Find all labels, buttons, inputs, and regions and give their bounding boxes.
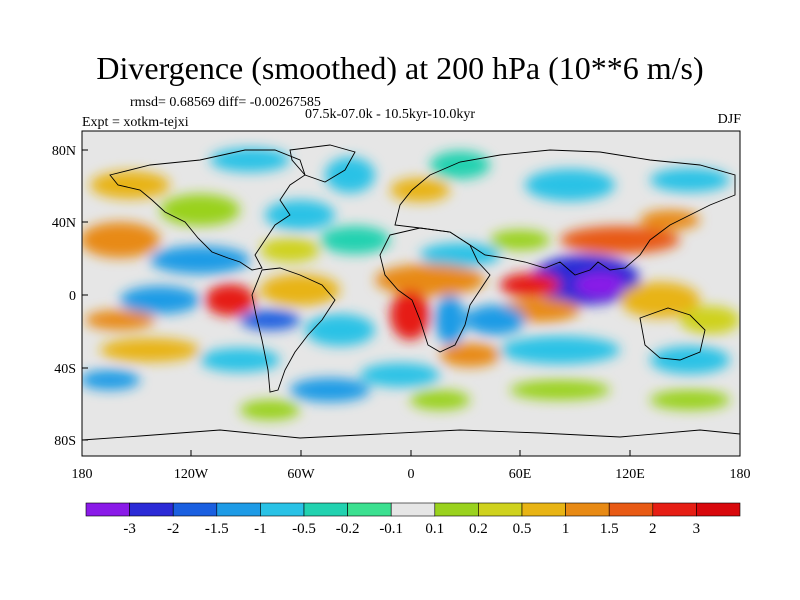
colorbar-swatch [434,502,479,517]
lon-tick-label: 120E [615,467,645,482]
colorbar-label: 0.5 [513,521,532,537]
colorbar-swatch [565,502,610,517]
north-america-coast [109,149,306,271]
experiment-label: Expt = xotkm-tejxi [82,115,189,130]
colorbar-swatch [347,502,392,517]
colorbar-label: 0.1 [425,521,444,537]
lon-tick-label: 60W [287,467,315,482]
colorbar-label: 1.5 [600,521,619,537]
colorbar-swatch [85,502,130,517]
colorbar-label: 3 [693,521,701,537]
stats-label: rmsd= 0.68569 diff= -0.00267585 [130,95,321,110]
greenland-coast [289,144,356,183]
colorbar-label: 2 [649,521,657,537]
australia-coast [639,307,706,361]
south-america-coast [251,267,336,393]
colorbar-swatch [260,502,305,517]
colorbar-swatch [652,502,697,517]
lat-tick-label: 0 [69,289,76,304]
colorbar-swatch [478,502,523,517]
colorbar-label: -1 [254,521,267,537]
lon-tick-label: 180 [72,467,93,482]
figure-title: Divergence (smoothed) at 200 hPa (10**6 … [96,50,704,86]
lon-tick-label: 180 [730,467,751,482]
coastlines [82,144,740,441]
lon-tick-label: 0 [408,467,415,482]
map-panel [82,131,740,456]
colorbar-label: -2 [167,521,180,537]
colorbar-swatch [172,502,218,517]
longitude-axis: 180 120W 60W 0 60E 120E 180 [72,450,751,482]
latitude-axis: 80N 40N 0 40S 80S [52,144,88,449]
colorbar-swatch [129,502,174,517]
colorbar-label: -3 [123,521,136,537]
colorbar-swatch [608,502,654,517]
colorbar-label: -0.2 [336,521,360,537]
lat-tick-label: 40S [54,362,76,377]
colorbar-label: -0.1 [379,521,403,537]
antarctica-coast [82,429,740,441]
colorbar-label: 1 [562,521,570,537]
colorbar-label: 0.2 [469,521,488,537]
lat-tick-label: 40N [52,216,76,231]
eurasia-coast [394,149,736,276]
colorbar-label: -1.5 [205,521,229,537]
colorbar-swatch [521,502,566,517]
lat-tick-label: 80S [54,434,76,449]
colorbar-label: -0.5 [292,521,316,537]
colorbar-swatch [216,502,261,517]
lon-tick-label: 120W [174,467,209,482]
period-label: 07.5k-07.0k - 10.5kyr-10.0kyr [305,107,476,122]
colorbar-swatch [303,502,348,517]
lon-tick-label: 60E [509,467,532,482]
colorbar-swatch [390,502,436,517]
divergence-field [82,148,740,420]
colorbar-swatch [696,502,741,517]
lat-tick-label: 80N [52,144,76,159]
colorbar: -3 -2 -1.5 -1 -0.5 -0.2 -0.1 0.1 0.2 0.5 1 1.5 2 3 [85,502,741,537]
season-label: DJF [717,112,741,127]
